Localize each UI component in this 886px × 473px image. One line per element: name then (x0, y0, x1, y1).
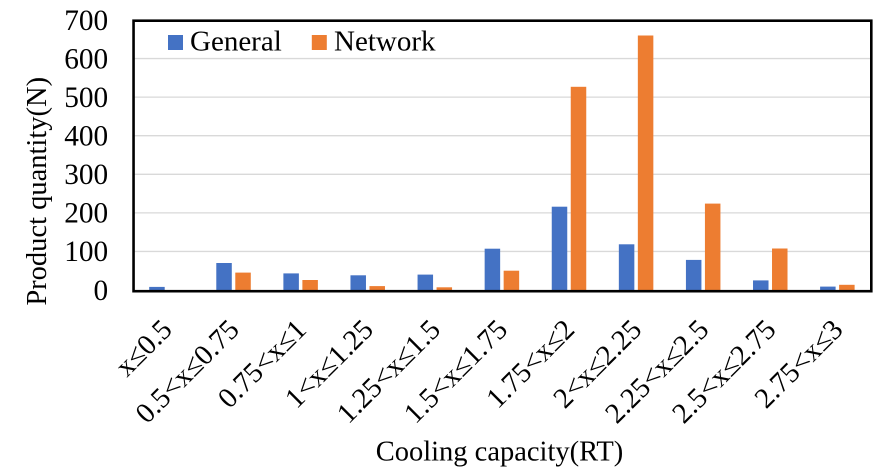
svg-text:200: 200 (64, 198, 108, 230)
svg-text:500: 500 (64, 82, 108, 114)
svg-text:300: 300 (64, 159, 108, 191)
svg-text:700: 700 (64, 5, 108, 37)
svg-text:0: 0 (94, 275, 109, 307)
svg-text:400: 400 (64, 121, 108, 153)
svg-text:General: General (190, 25, 282, 57)
svg-text:Network: Network (334, 25, 436, 57)
svg-text:100: 100 (64, 236, 108, 268)
svg-text:600: 600 (64, 43, 108, 75)
svg-text:Product quantity(N): Product quantity(N) (22, 77, 53, 306)
svg-text:Cooling capacity(RT): Cooling capacity(RT) (376, 437, 624, 468)
